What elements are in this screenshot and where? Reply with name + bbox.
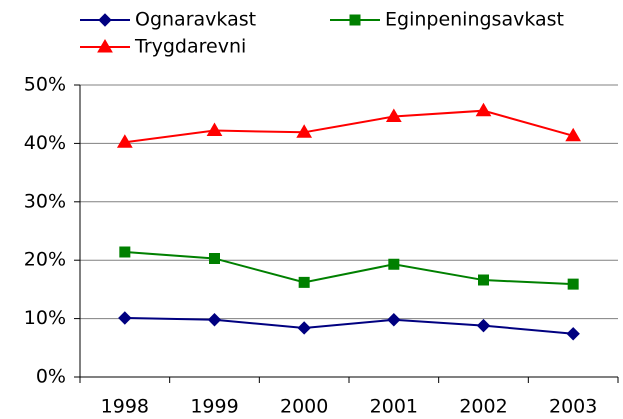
x-tick-label: 2000 — [280, 396, 328, 418]
data-point — [478, 274, 489, 286]
x-tick-label: 2001 — [370, 396, 418, 418]
series-line — [124, 109, 574, 144]
data-point — [388, 258, 400, 270]
legend-label: Eginpeningsavkast — [385, 9, 564, 31]
x-tick-label: 1999 — [190, 396, 238, 418]
data-point — [209, 252, 220, 264]
data-point — [565, 127, 582, 142]
y-tick-label: 30% — [24, 190, 66, 212]
y-tick-label: 10% — [24, 307, 66, 329]
x-tick-label: 1998 — [101, 396, 149, 418]
data-point — [566, 327, 580, 341]
data-point — [297, 321, 311, 335]
data-point — [118, 311, 132, 325]
y-tick-label: 50% — [24, 74, 66, 96]
legend-marker — [98, 13, 112, 27]
y-tick-label: 20% — [24, 249, 66, 271]
data-point — [206, 122, 223, 137]
series-line — [124, 251, 574, 286]
x-tick-label: 2003 — [549, 396, 597, 418]
legend-marker — [97, 39, 113, 53]
legend-label: Ognaravkast — [135, 9, 256, 31]
data-point — [475, 102, 492, 117]
data-point — [116, 134, 133, 148]
data-point — [298, 276, 310, 288]
y-tick-label: 0% — [36, 366, 66, 388]
x-tick-label: 2002 — [459, 396, 507, 418]
data-point — [385, 108, 402, 123]
data-point — [567, 278, 579, 290]
series-line — [124, 317, 574, 335]
y-tick-label: 40% — [24, 132, 66, 154]
data-point — [476, 318, 491, 333]
legend-label: Trygdarevni — [134, 36, 246, 58]
data-point — [119, 246, 131, 258]
legend-marker — [349, 14, 361, 26]
data-point — [207, 313, 222, 327]
data-point — [296, 124, 313, 138]
data-point — [387, 313, 401, 327]
